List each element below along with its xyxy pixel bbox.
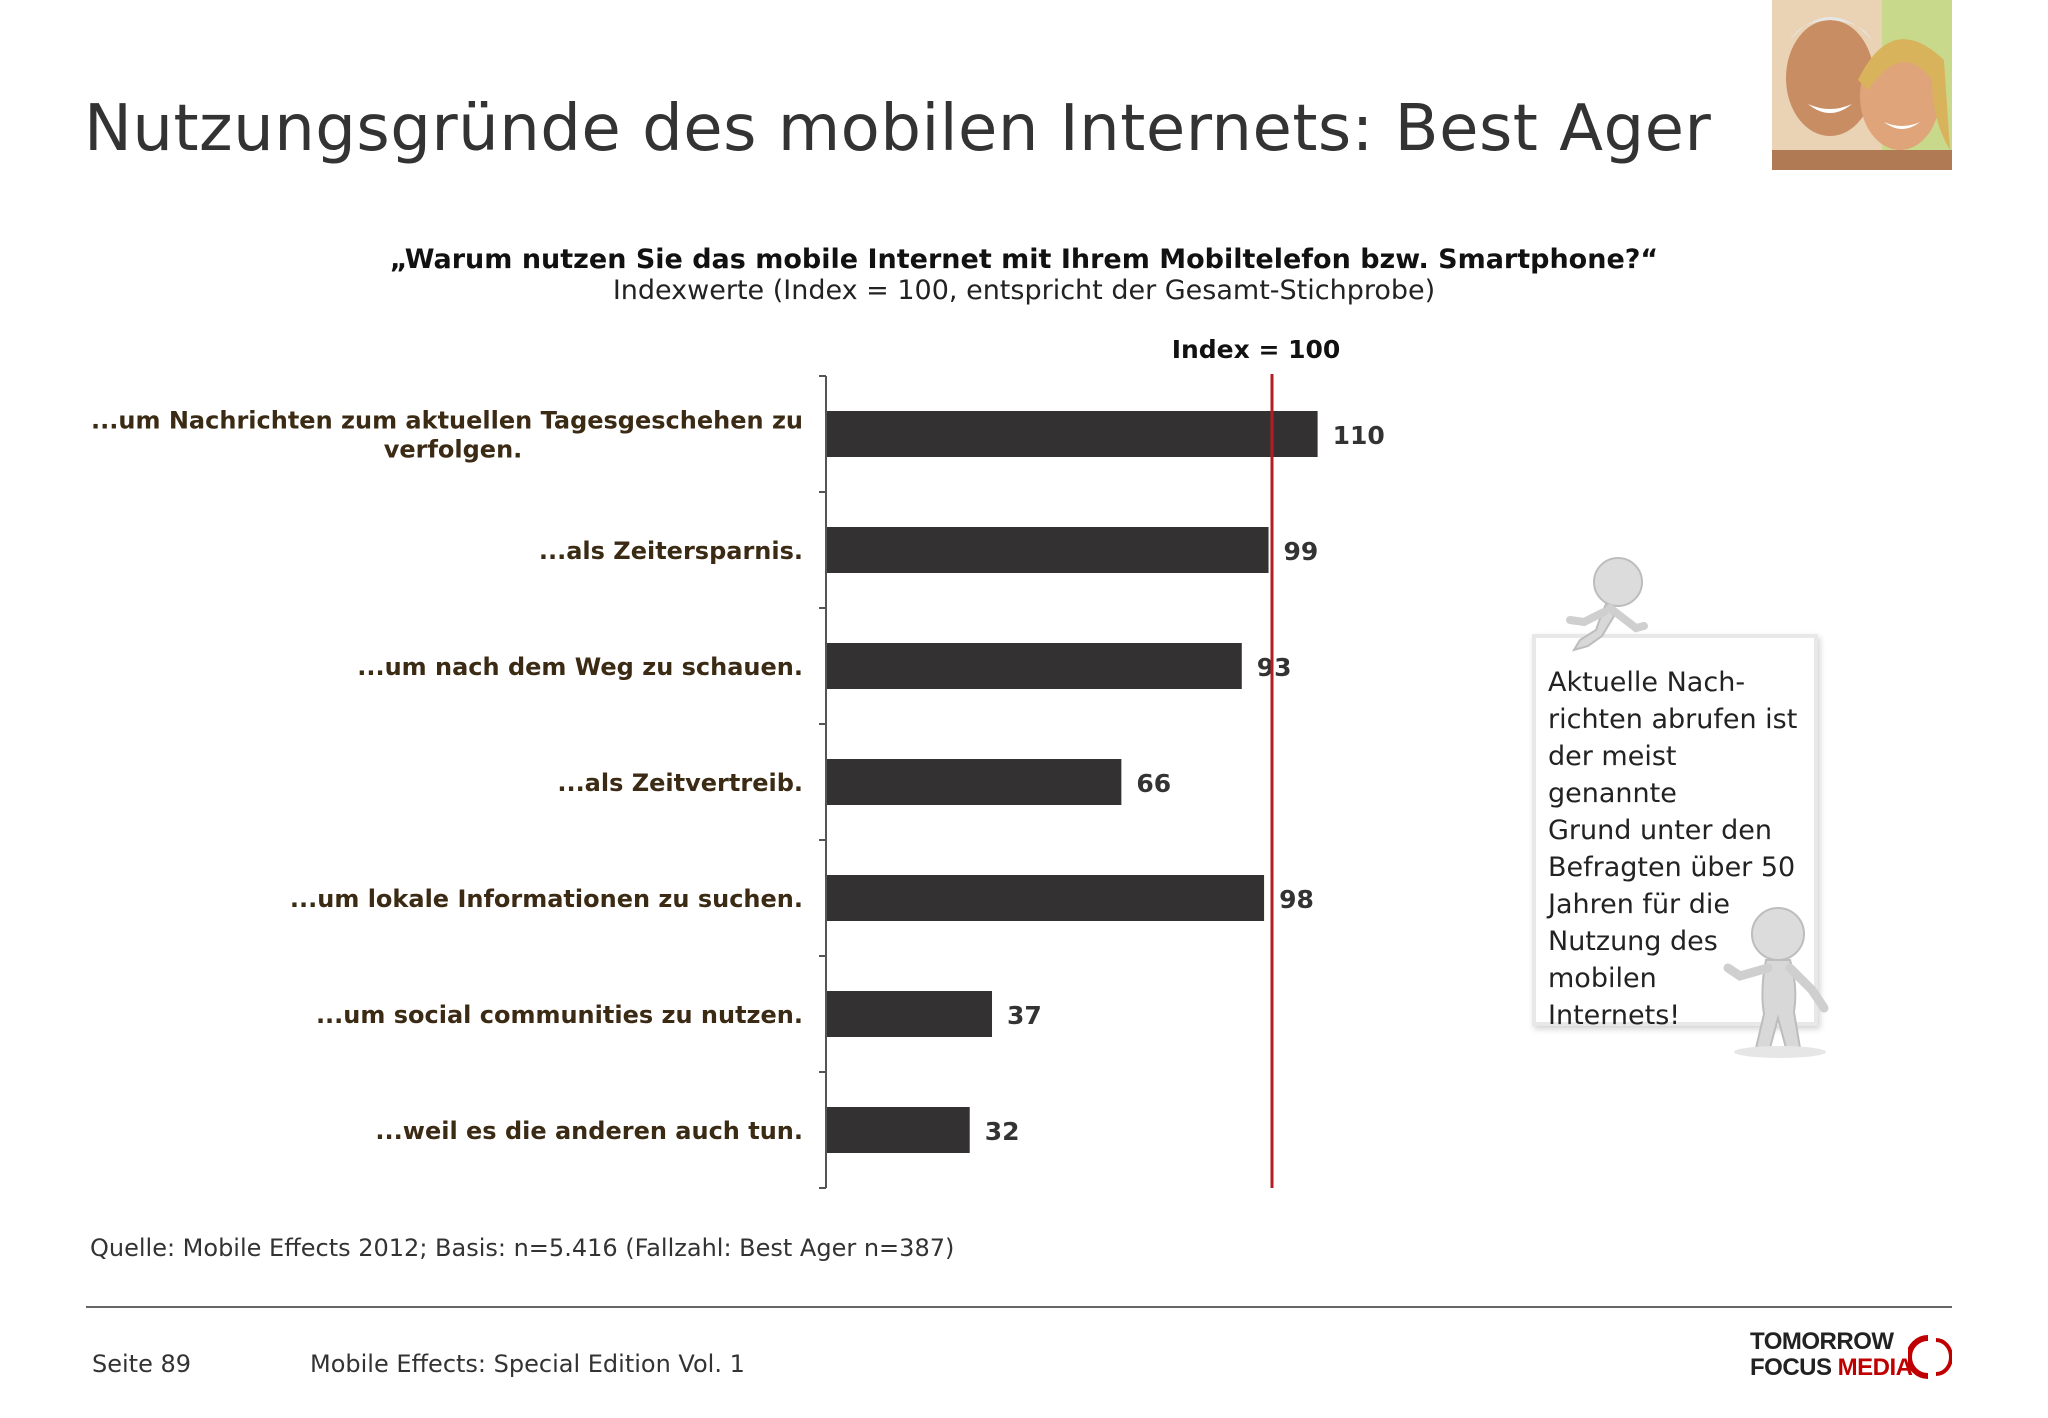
bar xyxy=(827,991,993,1037)
bar xyxy=(827,643,1242,689)
data-label: 37 xyxy=(1007,1001,1042,1030)
source-note: Quelle: Mobile Effects 2012; Basis: n=5.… xyxy=(90,1234,955,1262)
logo-mark-icon xyxy=(1908,1335,1952,1379)
category-label: ...um lokale Informationen zu suchen. xyxy=(290,885,803,913)
callout-line: Grund unter den xyxy=(1548,815,1772,846)
callout-line: Aktuelle Nach- xyxy=(1548,667,1746,698)
category-label: ...als Zeitersparnis. xyxy=(539,537,803,565)
data-label: 93 xyxy=(1257,653,1292,682)
logo-text-line2: FOCUS MEDIA xyxy=(1750,1354,1913,1382)
figure-pointing-icon xyxy=(1723,907,1829,1058)
bar xyxy=(827,875,1265,921)
callout-line: Nutzung des xyxy=(1548,926,1718,957)
category-label: ...weil es die anderen auch tun. xyxy=(375,1117,803,1145)
index-bar-chart: 110 ...um Nachrichten zum aktuellen Tages… xyxy=(91,335,1385,1189)
category-label: ...um nach dem Weg zu schauen. xyxy=(357,653,803,681)
couple-photo xyxy=(1772,0,1952,170)
reference-line-label: Index = 100 xyxy=(1172,335,1341,364)
figure-climbing-icon xyxy=(1566,557,1648,652)
bar xyxy=(827,1107,970,1153)
footer-title: Mobile Effects: Special Edition Vol. 1 xyxy=(310,1350,745,1378)
chart-question: „Warum nutzen Sie das mobile Internet mi… xyxy=(389,244,1659,275)
category-label: ...um social communities zu nutzen. xyxy=(316,1001,803,1029)
callout-line: Befragten über 50 xyxy=(1548,852,1796,883)
bar xyxy=(827,411,1318,457)
category-label: ...als Zeitvertreib. xyxy=(557,769,803,797)
callout-line: der meist genannte xyxy=(1548,741,1677,809)
logo-focus: FOCUS xyxy=(1750,1354,1832,1381)
data-label: 110 xyxy=(1333,421,1385,450)
callout-line: mobilen xyxy=(1548,963,1657,994)
logo-media: MEDIA xyxy=(1837,1354,1913,1381)
tomorrow-focus-media-logo: TOMORROW FOCUS MEDIA xyxy=(1750,1328,1960,1384)
callout-text: Aktuelle Nach- richten abrufen ist der m… xyxy=(1548,664,1808,1034)
page-title: Nutzungsgründe des mobilen Internets: Be… xyxy=(84,92,1712,166)
chart-subtitle: Indexwerte (Index = 100, entspricht der … xyxy=(612,275,1436,306)
category-label: ...um Nachrichten zum aktuellen Tagesges… xyxy=(91,407,803,435)
page-number: Seite 89 xyxy=(92,1350,192,1378)
logo-text-line1: TOMORROW xyxy=(1750,1328,1894,1355)
data-label: 99 xyxy=(1284,537,1319,566)
data-label: 32 xyxy=(985,1117,1020,1146)
data-label: 98 xyxy=(1279,885,1314,914)
bar xyxy=(827,527,1269,573)
callout-board xyxy=(1532,634,1818,1026)
callout-line: Internets! xyxy=(1548,1000,1681,1031)
footer-divider xyxy=(86,1306,1952,1308)
callout-line: richten abrufen ist xyxy=(1548,704,1798,735)
bar xyxy=(827,759,1122,805)
data-label: 66 xyxy=(1136,769,1171,798)
category-label: verfolgen. xyxy=(384,436,523,464)
callout-line: Jahren für die xyxy=(1548,889,1730,920)
